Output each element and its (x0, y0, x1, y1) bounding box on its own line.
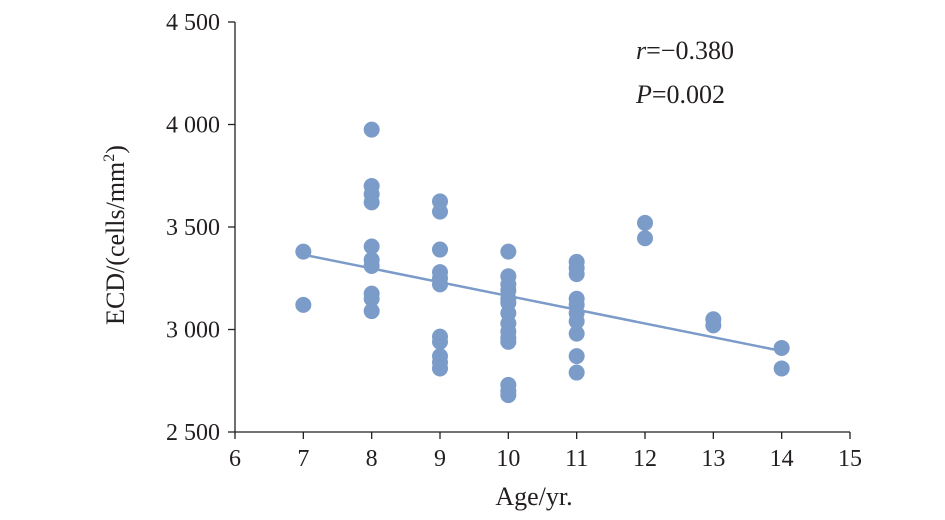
data-point (637, 230, 653, 247)
data-point (500, 387, 517, 404)
x-tick-label: 10 (496, 446, 520, 472)
y-tick-label: 3 000 (166, 318, 220, 344)
r-value: =−0.380 (646, 36, 734, 65)
data-point (363, 194, 380, 211)
r-annotation: r=−0.380 (636, 36, 734, 65)
axes (234, 22, 850, 433)
y-tick-label: 3 500 (166, 215, 220, 241)
y-tick-label: 4 500 (166, 10, 220, 36)
x-tick-label: 11 (565, 446, 588, 472)
y-axis-ticks: 2 500 3 000 3 500 4 000 4 500 (166, 10, 235, 446)
x-tick-label: 6 (229, 446, 241, 472)
y-axis-title: ECD/(cells/mm2) (101, 145, 130, 325)
trend-line (303, 253, 782, 353)
data-point (568, 348, 585, 365)
x-tick-label: 8 (366, 446, 378, 472)
data-point (432, 360, 448, 377)
p-value: =0.002 (652, 80, 725, 109)
x-tick-label: 13 (701, 446, 725, 472)
y-axis-title-main: ECD/(cells/mm (101, 162, 130, 325)
data-point (637, 214, 653, 231)
x-axis-title: Age/yr. (495, 482, 572, 511)
y-tick-label: 2 500 (166, 420, 220, 446)
data-point (432, 241, 448, 258)
data-point (500, 243, 517, 260)
x-tick-label: 15 (838, 446, 862, 472)
data-point (363, 238, 380, 255)
y-axis-title-superscript: 2 (101, 154, 118, 162)
r-symbol: r (636, 36, 647, 65)
data-point (568, 313, 585, 330)
data-point (773, 360, 790, 377)
data-point (295, 243, 312, 260)
x-tick-label: 14 (770, 446, 794, 472)
data-point (295, 296, 312, 313)
data-point (568, 325, 585, 342)
y-axis-title-close: ) (101, 145, 130, 154)
data-point (568, 266, 585, 283)
y-tick-label: 4 000 (166, 113, 220, 139)
data-point (363, 121, 380, 138)
data-point (363, 303, 380, 320)
p-symbol: P (635, 80, 652, 109)
data-point (705, 317, 722, 334)
x-tick-label: 7 (297, 446, 309, 472)
p-annotation: P=0.002 (635, 80, 725, 109)
data-point (500, 333, 517, 350)
plot-area (295, 121, 790, 404)
data-point (363, 290, 380, 307)
data-point (432, 203, 448, 220)
x-tick-label: 12 (633, 446, 657, 472)
data-point (432, 333, 448, 350)
data-point (432, 276, 448, 293)
data-point (568, 364, 585, 381)
x-axis-ticks: 6 7 8 9 10 11 12 13 14 15 (229, 432, 862, 472)
x-tick-label: 9 (434, 446, 446, 472)
data-point (773, 339, 790, 356)
data-point (363, 257, 380, 274)
